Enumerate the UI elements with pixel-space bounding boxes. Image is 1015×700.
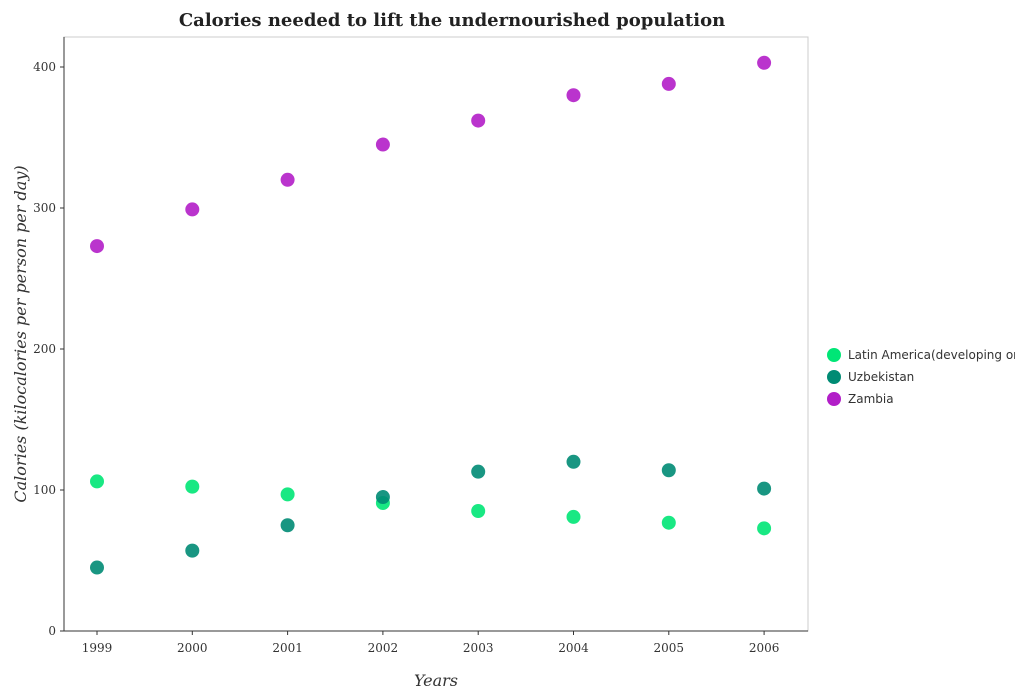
- point-zambia: [90, 239, 104, 254]
- legend-marker: [827, 370, 841, 384]
- y-axis-label: Calories (kilocalories per person per da…: [11, 165, 30, 502]
- legend-label: Zambia: [848, 392, 894, 406]
- x-tick-label: 2002: [368, 641, 399, 655]
- plot-area: [63, 36, 809, 632]
- y-tick-label: 200: [33, 342, 56, 356]
- point-latin-america-developing-only: [471, 504, 486, 519]
- y-tick-label: 400: [33, 60, 56, 74]
- chart-title: Calories needed to lift the undernourish…: [179, 10, 725, 31]
- point-zambia: [185, 202, 200, 217]
- x-tick-label: 2006: [749, 641, 780, 655]
- point-uzbekistan: [661, 463, 676, 478]
- point-latin-america-developing-only: [566, 509, 581, 524]
- point-uzbekistan: [90, 560, 104, 575]
- point-latin-america-developing-only: [280, 487, 295, 502]
- point-uzbekistan: [375, 490, 390, 505]
- x-tick-label: 2004: [558, 641, 589, 655]
- x-tick-label: 2005: [654, 641, 685, 655]
- legend-label: Latin America(developing only): [848, 348, 1015, 362]
- point-uzbekistan: [757, 481, 772, 496]
- point-zambia: [566, 88, 581, 103]
- point-uzbekistan: [280, 518, 295, 533]
- legend-marker: [827, 392, 841, 406]
- legend-label: Uzbekistan: [848, 370, 914, 384]
- x-tick-label: 2003: [463, 641, 494, 655]
- y-tick-label: 300: [33, 201, 56, 215]
- x-tick-label: 2001: [272, 641, 303, 655]
- x-axis: 1999 2000 2001 2002 2003 2004 2005 2006: [64, 630, 808, 655]
- x-ticks: 1999 2000 2001 2002 2003 2004 2005 2006: [82, 631, 780, 655]
- point-uzbekistan: [566, 454, 581, 469]
- point-zambia: [757, 55, 772, 70]
- point-latin-america-developing-only: [185, 479, 200, 494]
- y-ticks: 0 100 200 300 400: [33, 60, 64, 638]
- point-zambia: [661, 76, 676, 91]
- x-tick-label: 1999: [82, 641, 113, 655]
- legend-marker: [827, 348, 841, 362]
- point-latin-america-developing-only: [661, 515, 676, 530]
- point-uzbekistan: [471, 464, 486, 479]
- x-tick-label: 2000: [177, 641, 208, 655]
- point-latin-america-developing-only: [90, 474, 104, 489]
- y-tick-label: 0: [48, 624, 56, 638]
- point-uzbekistan: [185, 543, 200, 558]
- legend: Latin America(developing only) Uzbekistan…: [827, 348, 1015, 406]
- point-zambia: [471, 113, 486, 128]
- y-tick-label: 100: [33, 483, 56, 497]
- point-zambia: [375, 137, 390, 152]
- data-points: [90, 55, 772, 575]
- point-zambia: [280, 172, 295, 187]
- point-latin-america-developing-only: [757, 521, 772, 536]
- x-axis-label: Years: [414, 671, 458, 690]
- y-axis: 0 100 200 300 400: [33, 37, 65, 638]
